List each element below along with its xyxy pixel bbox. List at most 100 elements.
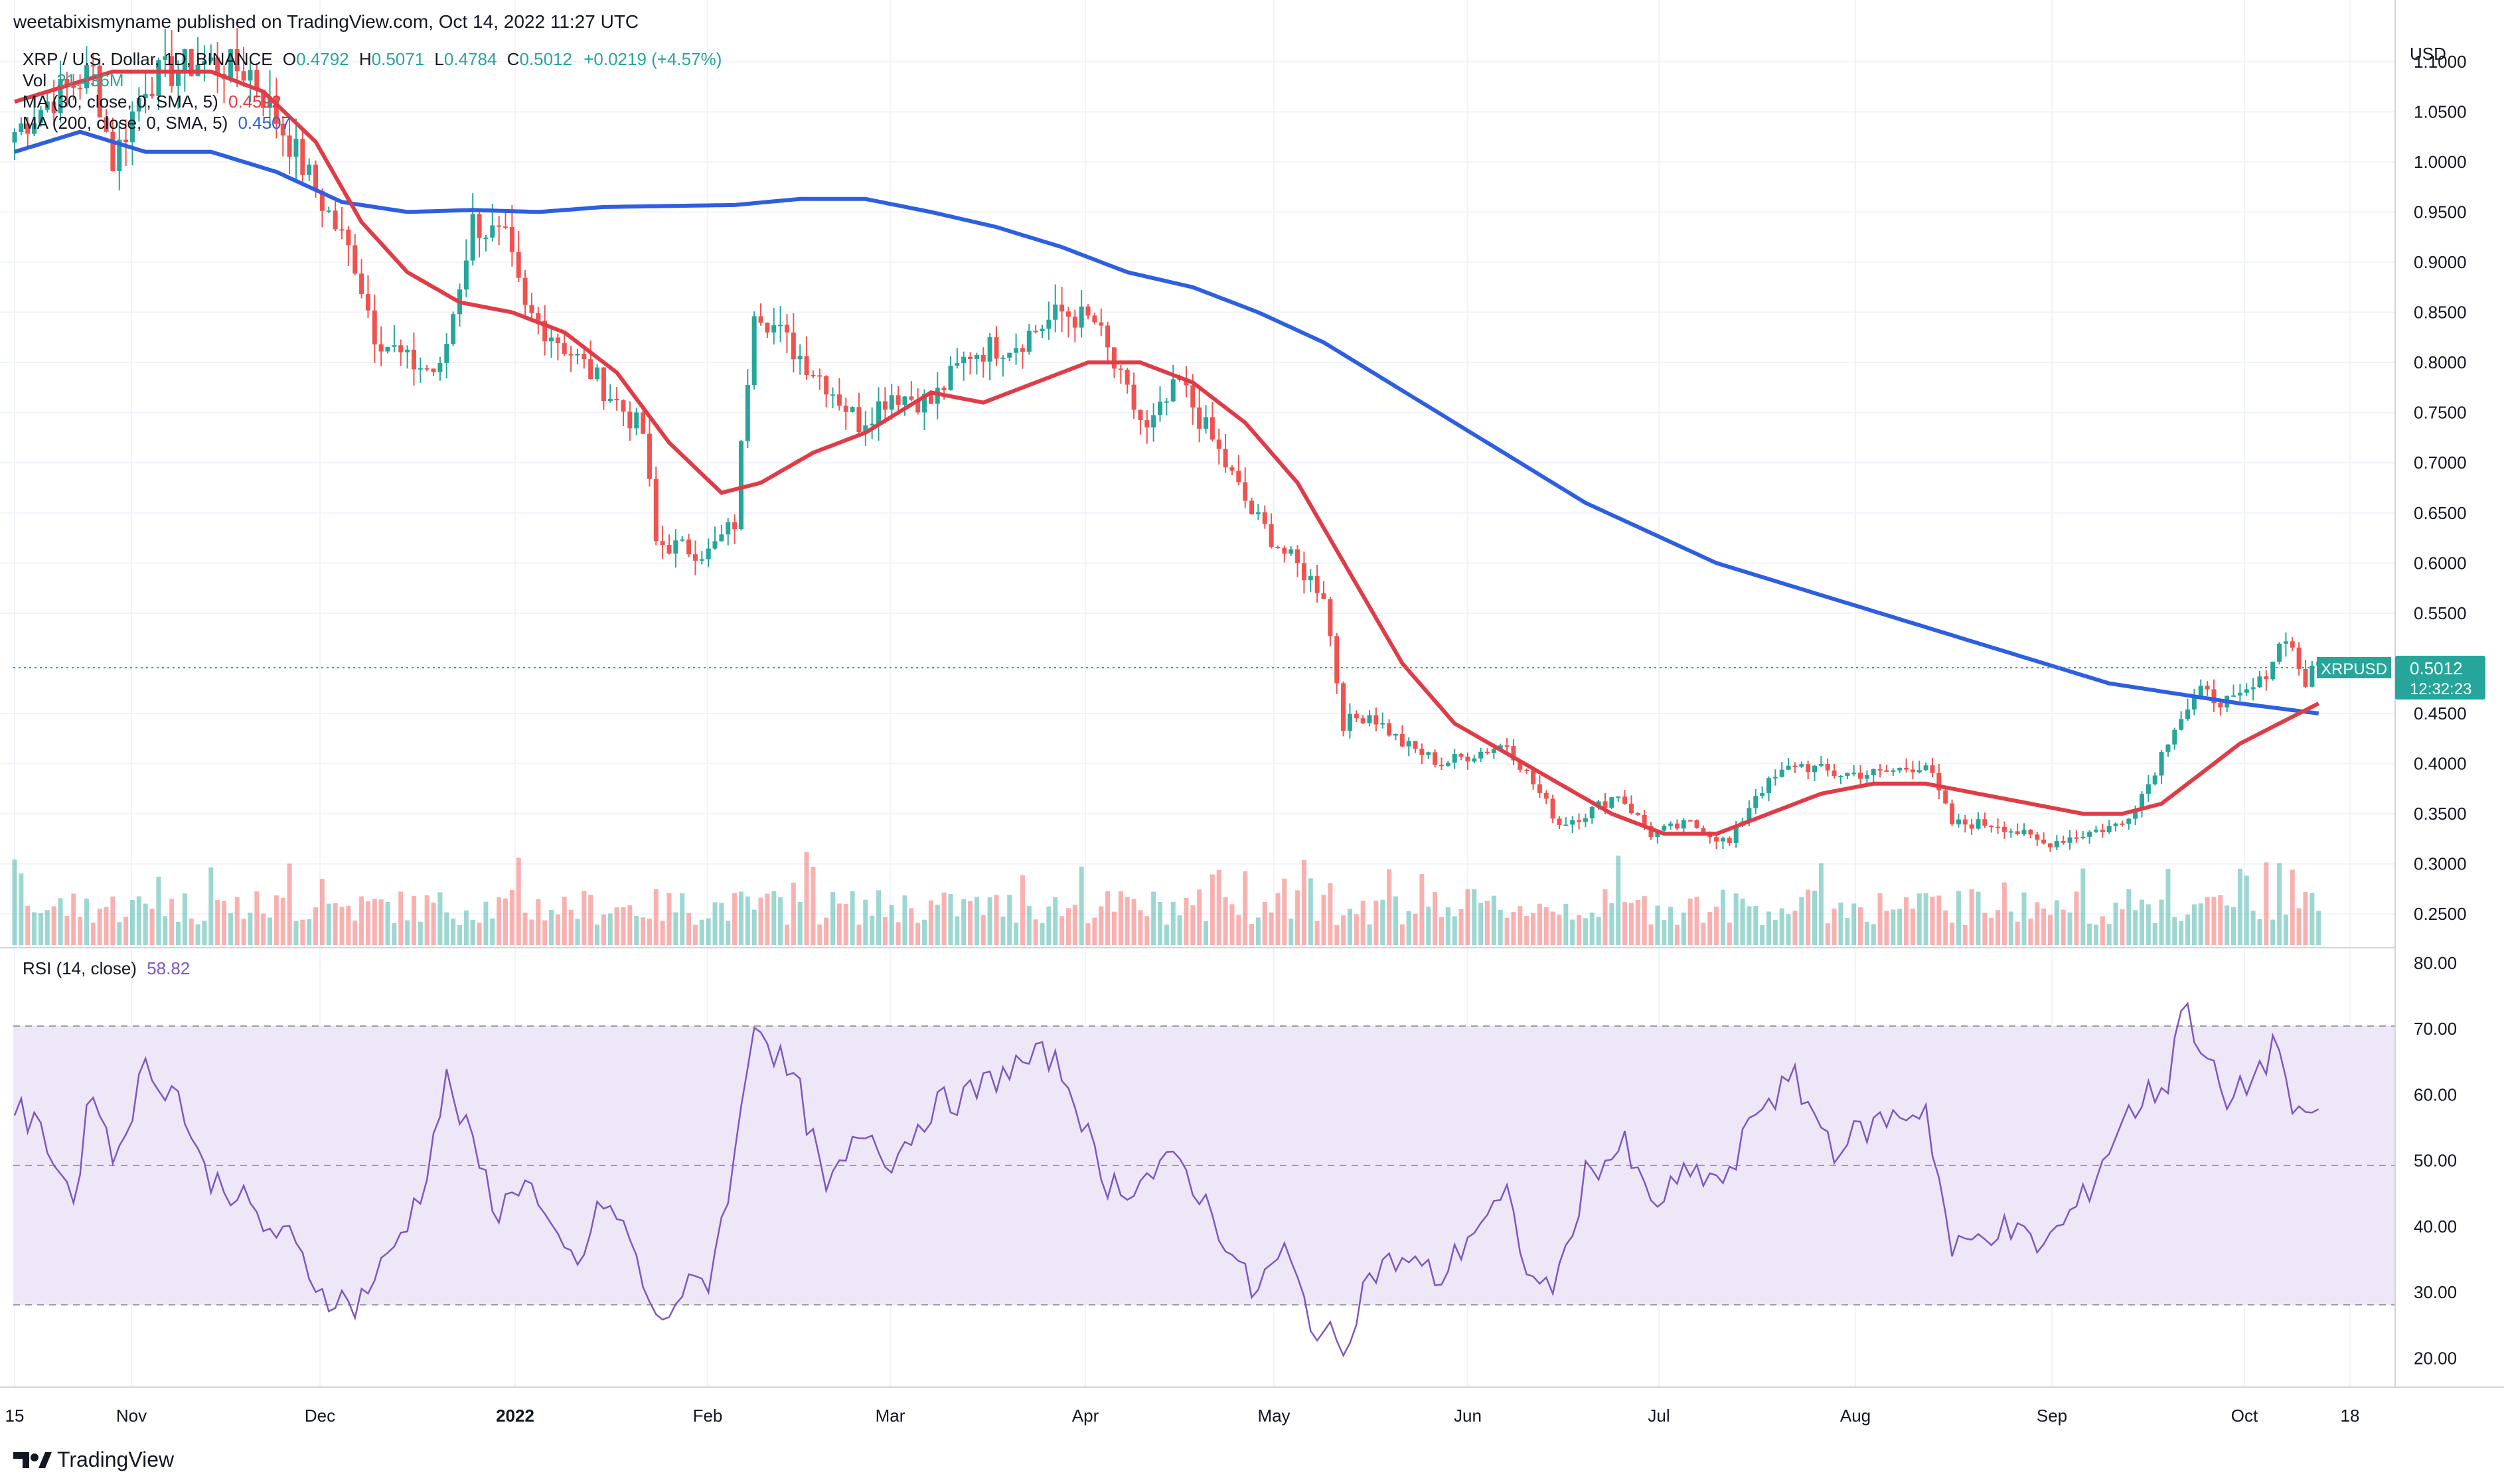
candle-body xyxy=(365,294,370,311)
candle-body xyxy=(856,407,862,432)
volume-bar xyxy=(621,907,626,945)
legend-volume-row[interactable]: Vol 21.436M xyxy=(23,70,124,90)
volume-bar xyxy=(811,866,816,945)
volume-bar xyxy=(1897,909,1903,945)
volume-bar xyxy=(1347,909,1352,945)
price-axis[interactable]: 1.1000 1.0500 1.0000 0.9500 0.9000 0.8500 0.80… xyxy=(2414,52,2467,924)
volume-bar xyxy=(830,892,835,945)
candle-body xyxy=(2205,686,2210,690)
legend-ma200-row[interactable]: MA (200, close, 0, SMA, 5) 0.4507 xyxy=(23,113,291,133)
candle-body xyxy=(1832,770,1837,777)
candle-body xyxy=(2218,703,2223,708)
volume-bar xyxy=(1131,899,1136,945)
volume-bar xyxy=(641,917,646,945)
volume-bar xyxy=(385,901,390,945)
candle-body xyxy=(627,411,633,429)
candle-body xyxy=(582,354,587,360)
volume-bar xyxy=(1531,913,1536,945)
volume-bar xyxy=(1262,901,1267,945)
candle-body xyxy=(2198,686,2203,698)
volume-bar xyxy=(1367,924,1372,945)
candle-body xyxy=(1766,778,1771,794)
price-tick-label: 0.7500 xyxy=(2414,403,2467,423)
candle-body xyxy=(1314,576,1320,593)
price-tag-bg xyxy=(2395,656,2485,700)
volume-bar xyxy=(1550,911,1555,945)
candle-body xyxy=(607,398,613,402)
volume-bar xyxy=(2067,912,2073,945)
volume-bar xyxy=(653,889,659,945)
volume-bar xyxy=(745,896,750,945)
candle-body xyxy=(732,522,738,530)
candle-body xyxy=(588,359,593,379)
candle-body xyxy=(1910,769,1915,773)
legend-symbol-row[interactable]: XRP / U.S. Dollar, 1D, BINANCE O0.4792 H… xyxy=(23,49,722,69)
time-tick-label: 18 xyxy=(2341,1406,2360,1426)
candle-body xyxy=(529,305,534,313)
candle-body xyxy=(1367,715,1372,723)
volume-bar xyxy=(1936,895,1942,945)
candle-body xyxy=(1399,733,1405,747)
candle-body xyxy=(1079,306,1084,328)
candle-body xyxy=(313,165,319,191)
candle-body xyxy=(1655,830,1660,838)
candle-body xyxy=(2283,641,2288,644)
rsi-tick-label: 40.00 xyxy=(2414,1217,2457,1236)
volume-bar xyxy=(928,900,933,945)
candle-body xyxy=(359,273,364,295)
volume-bar xyxy=(771,891,777,945)
candle-body xyxy=(156,60,161,96)
candle-body xyxy=(509,226,514,252)
volume-bar xyxy=(372,899,377,945)
volume-bar xyxy=(699,919,704,945)
volume-bar xyxy=(712,902,718,945)
candle-body xyxy=(1105,325,1111,348)
candle-body xyxy=(90,65,96,67)
candle-body xyxy=(1969,824,1974,829)
volume-bar xyxy=(2257,919,2262,945)
time-tick-label: 15 xyxy=(5,1406,25,1426)
candle-body xyxy=(1792,765,1798,767)
candle-body xyxy=(2126,818,2132,824)
candle-body xyxy=(2047,843,2053,848)
volume-bar xyxy=(254,891,260,945)
rsi-legend-row[interactable]: RSI (14, close) 58.82 xyxy=(23,958,190,978)
legend-low-label: L xyxy=(434,49,443,69)
candle-body xyxy=(1072,317,1077,328)
candle-body xyxy=(378,344,384,352)
legend-ma30-row[interactable]: MA (30, close, 0, SMA, 5) 0.4592 xyxy=(23,92,281,111)
rsi-axis[interactable]: 80.00 70.00 60.00 50.00 40.00 30.00 20.00 xyxy=(2414,953,2457,1368)
candle-body xyxy=(1229,467,1235,471)
candle-body xyxy=(1531,770,1536,784)
tradingview-logo[interactable]: TradingView xyxy=(13,1447,175,1471)
volume-bar xyxy=(326,903,331,945)
volume-bar xyxy=(483,901,489,945)
volume-bar xyxy=(588,895,593,945)
volume-bar xyxy=(1871,924,1876,945)
candle-body xyxy=(1818,764,1824,766)
volume-bar xyxy=(2316,911,2321,945)
candle-body xyxy=(2244,689,2249,693)
candle-body xyxy=(1563,824,1569,826)
volume-bar xyxy=(392,923,397,945)
volume-bar xyxy=(1904,897,1909,945)
volume-bar xyxy=(1727,923,1732,945)
candle-body xyxy=(955,363,960,366)
volume-bar xyxy=(2028,919,2033,945)
volume-bar xyxy=(1799,897,1804,945)
time-tick-label: Feb xyxy=(693,1406,723,1426)
candle-body xyxy=(490,225,495,238)
volume-bar xyxy=(1518,906,1523,945)
volume-bar xyxy=(896,922,901,945)
time-tick-label: Jun xyxy=(1454,1406,1482,1426)
candle-body xyxy=(1236,471,1241,482)
volume-bar xyxy=(1786,914,1791,945)
candle-body xyxy=(372,310,377,344)
price-tag-value: 0.5012 xyxy=(2410,658,2463,678)
candle-body xyxy=(2309,665,2315,687)
volume-bar xyxy=(2146,904,2151,945)
candle-body xyxy=(536,313,541,321)
time-axis[interactable]: 15 Nov Dec 2022 Feb Mar Apr May Jun Jul Aug Sep Oct 1… xyxy=(5,1406,2360,1426)
volume-bar xyxy=(1962,925,1968,945)
